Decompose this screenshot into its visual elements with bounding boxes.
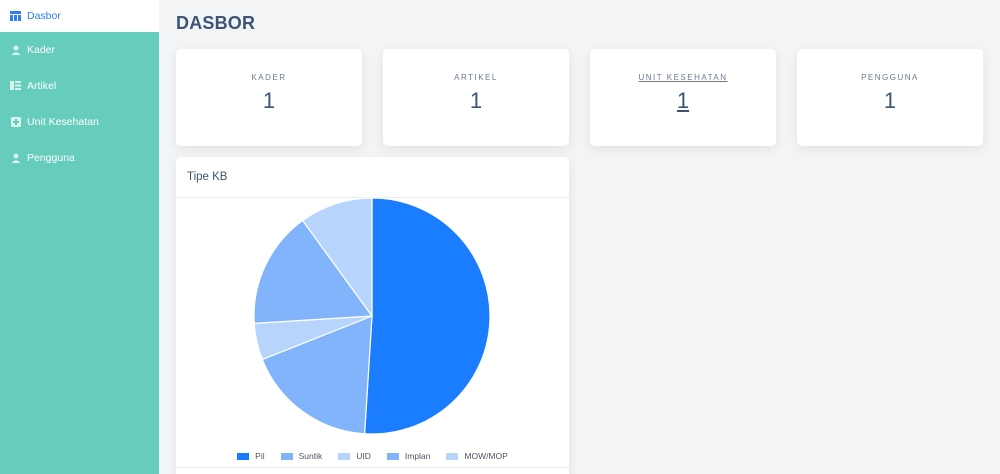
sidebar-item-label: Kader (27, 43, 56, 56)
legend-item[interactable]: Implan (386, 451, 431, 461)
legend-swatch (338, 452, 351, 460)
sidebar-item-label: Artikel (27, 79, 57, 92)
plus-square-icon (10, 116, 21, 127)
legend-swatch (386, 452, 399, 460)
pie-chart (253, 197, 491, 435)
legend-label: Pil (255, 451, 265, 461)
legend-item[interactable]: Suntik (280, 451, 323, 461)
legend-item[interactable]: MOW/MOP (446, 451, 508, 461)
legend-label: Implan (404, 451, 431, 461)
stat-label: ARTIKEL (454, 73, 498, 82)
sidebar-item-unit-kesehatan[interactable]: Unit Kesehatan (0, 105, 159, 138)
chart-card: Tipe KB Pil Suntik UID Implan MOW/MOP (176, 157, 569, 474)
pie-slice-suntik[interactable] (261, 315, 373, 435)
sidebar-item-label: Pengguna (27, 151, 75, 164)
legend-label: Suntik (298, 451, 323, 461)
sidebar-item-artikel[interactable]: Artikel (0, 69, 159, 102)
stat-card-artikel: ARTIKEL 1 (383, 49, 569, 146)
pie-slice-mow-mop[interactable] (301, 197, 373, 318)
user-icon (10, 152, 21, 163)
stat-label[interactable]: UNIT KESEHATAN (638, 73, 728, 82)
sidebar-item-kader[interactable]: Kader (0, 33, 159, 66)
legend-item[interactable]: Pil (237, 451, 265, 461)
user-icon (10, 44, 21, 55)
stat-value: 1 (883, 88, 897, 113)
stat-card-unit-kesehatan[interactable]: UNIT KESEHATAN 1 (590, 49, 776, 146)
sidebar-item-label: Dasbor (27, 10, 61, 22)
sidebar: Dasbor Kader Artikel Unit Kesehatan Peng (0, 0, 159, 474)
legend-label: UID (356, 451, 371, 461)
legend-item[interactable]: UID (338, 451, 371, 461)
chart-title: Tipe KB (187, 171, 228, 183)
page-title: DASBOR (176, 13, 256, 33)
legend-swatch (446, 452, 459, 460)
stat-label: KADER (251, 73, 287, 82)
legend-swatch (280, 452, 293, 460)
chart-legend: Pil Suntik UID Implan MOW/MOP (176, 451, 569, 461)
stat-value: 1 (469, 88, 483, 113)
sidebar-item-dasbor[interactable]: Dasbor (0, 0, 159, 32)
stat-card-pengguna: PENGGUNA 1 (797, 49, 983, 146)
pie-slice-implan[interactable] (253, 219, 374, 325)
article-icon (10, 80, 21, 91)
stat-value[interactable]: 1 (676, 88, 690, 113)
pie-slice-pil[interactable] (363, 197, 491, 435)
legend-label: MOW/MOP (464, 451, 508, 461)
stat-value: 1 (262, 88, 276, 113)
sidebar-item-pengguna[interactable]: Pengguna (0, 141, 159, 174)
legend-swatch (237, 452, 250, 460)
sidebar-item-label: Unit Kesehatan (27, 115, 99, 128)
stat-label: PENGGUNA (861, 73, 919, 82)
table-icon (10, 11, 21, 22)
stat-card-kader: KADER 1 (176, 49, 362, 146)
divider (176, 467, 569, 468)
main-content: DASBOR KADER 1 ARTIKEL 1 UNIT KESEHATAN … (159, 0, 1000, 474)
